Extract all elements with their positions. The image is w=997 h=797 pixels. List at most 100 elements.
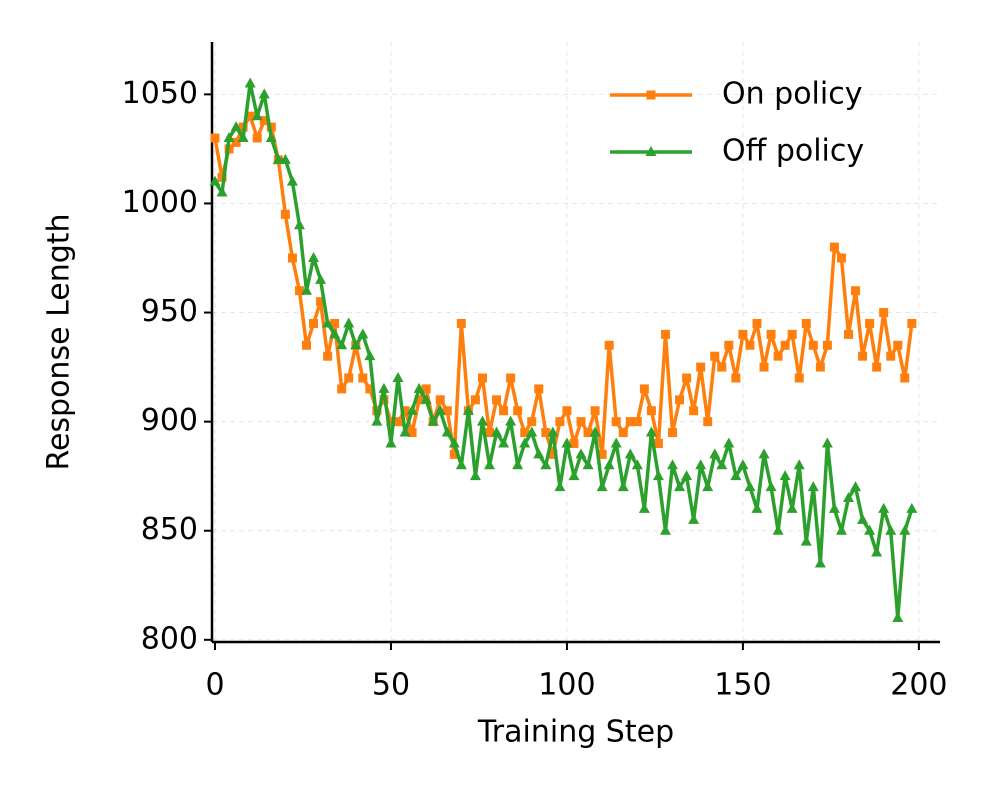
marker (364, 350, 376, 361)
marker (350, 339, 362, 350)
marker (442, 406, 452, 416)
marker (272, 153, 284, 164)
marker (738, 329, 748, 339)
marker (681, 470, 693, 481)
marker (639, 384, 649, 394)
marker (562, 406, 572, 416)
marker (455, 459, 467, 470)
marker (900, 373, 910, 383)
marker (279, 153, 291, 164)
marker (737, 459, 749, 470)
marker (492, 395, 502, 405)
marker (794, 373, 804, 383)
marker (765, 481, 777, 492)
marker (645, 146, 657, 156)
marker (469, 470, 481, 481)
marker (358, 373, 368, 383)
marker (258, 88, 270, 99)
marker (773, 351, 783, 361)
marker (689, 406, 699, 416)
marker (583, 428, 593, 438)
marker (631, 459, 643, 470)
marker (251, 110, 263, 121)
marker (758, 448, 770, 459)
marker (646, 90, 656, 100)
marker (519, 437, 531, 448)
marker (660, 329, 670, 339)
marker (744, 481, 756, 492)
marker (603, 459, 615, 470)
marker (512, 459, 524, 470)
marker (406, 404, 418, 415)
marker (386, 417, 396, 427)
marker (329, 328, 341, 339)
marker (652, 470, 664, 481)
marker (533, 448, 545, 459)
marker (217, 172, 227, 182)
marker (871, 546, 883, 557)
marker (857, 513, 869, 524)
marker (499, 406, 509, 416)
y-tick-label: 800 (141, 621, 198, 656)
marker (893, 340, 903, 350)
marker (822, 340, 832, 350)
y-tick-label: 900 (141, 403, 198, 438)
marker (752, 318, 762, 328)
marker (850, 481, 862, 492)
marker (675, 395, 685, 405)
marker (682, 373, 692, 383)
y-tick-label: 1050 (122, 76, 198, 111)
marker (696, 362, 706, 372)
marker (879, 308, 889, 318)
marker (710, 351, 720, 361)
marker (807, 481, 819, 492)
marker (786, 502, 798, 513)
marker (547, 426, 559, 437)
marker (625, 417, 635, 427)
series-line (213, 114, 914, 457)
marker (540, 459, 552, 470)
marker (491, 426, 503, 437)
legend-label: Off policy (722, 134, 864, 169)
marker (723, 437, 735, 448)
marker (322, 317, 334, 328)
marker (886, 351, 896, 361)
marker (624, 448, 636, 459)
marker (520, 428, 530, 438)
marker (766, 329, 776, 339)
marker (343, 317, 355, 328)
x-tick-label: 150 (714, 668, 771, 703)
marker (392, 372, 404, 382)
legend-label: On policy (722, 77, 862, 112)
marker (378, 382, 390, 393)
marker (582, 459, 594, 470)
marker (399, 426, 411, 437)
x-tick-label: 50 (372, 668, 410, 703)
marker (300, 284, 312, 295)
marker (484, 459, 496, 470)
marker (772, 524, 784, 535)
marker (498, 437, 510, 448)
marker (899, 524, 911, 535)
marker (245, 111, 255, 121)
marker (851, 286, 861, 296)
marker (892, 612, 904, 622)
marker (280, 209, 290, 219)
marker (527, 417, 537, 427)
marker (617, 481, 629, 492)
marker (330, 318, 340, 328)
marker (659, 524, 671, 535)
marker (513, 406, 523, 416)
marker (287, 253, 297, 263)
marker (323, 351, 333, 361)
marker (780, 340, 790, 350)
marker (244, 77, 256, 88)
marker (610, 437, 622, 448)
marker (555, 417, 565, 427)
marker (906, 502, 918, 513)
marker (505, 415, 517, 426)
marker (456, 318, 466, 328)
marker (476, 415, 488, 426)
marker (541, 428, 551, 438)
marker (717, 362, 727, 372)
